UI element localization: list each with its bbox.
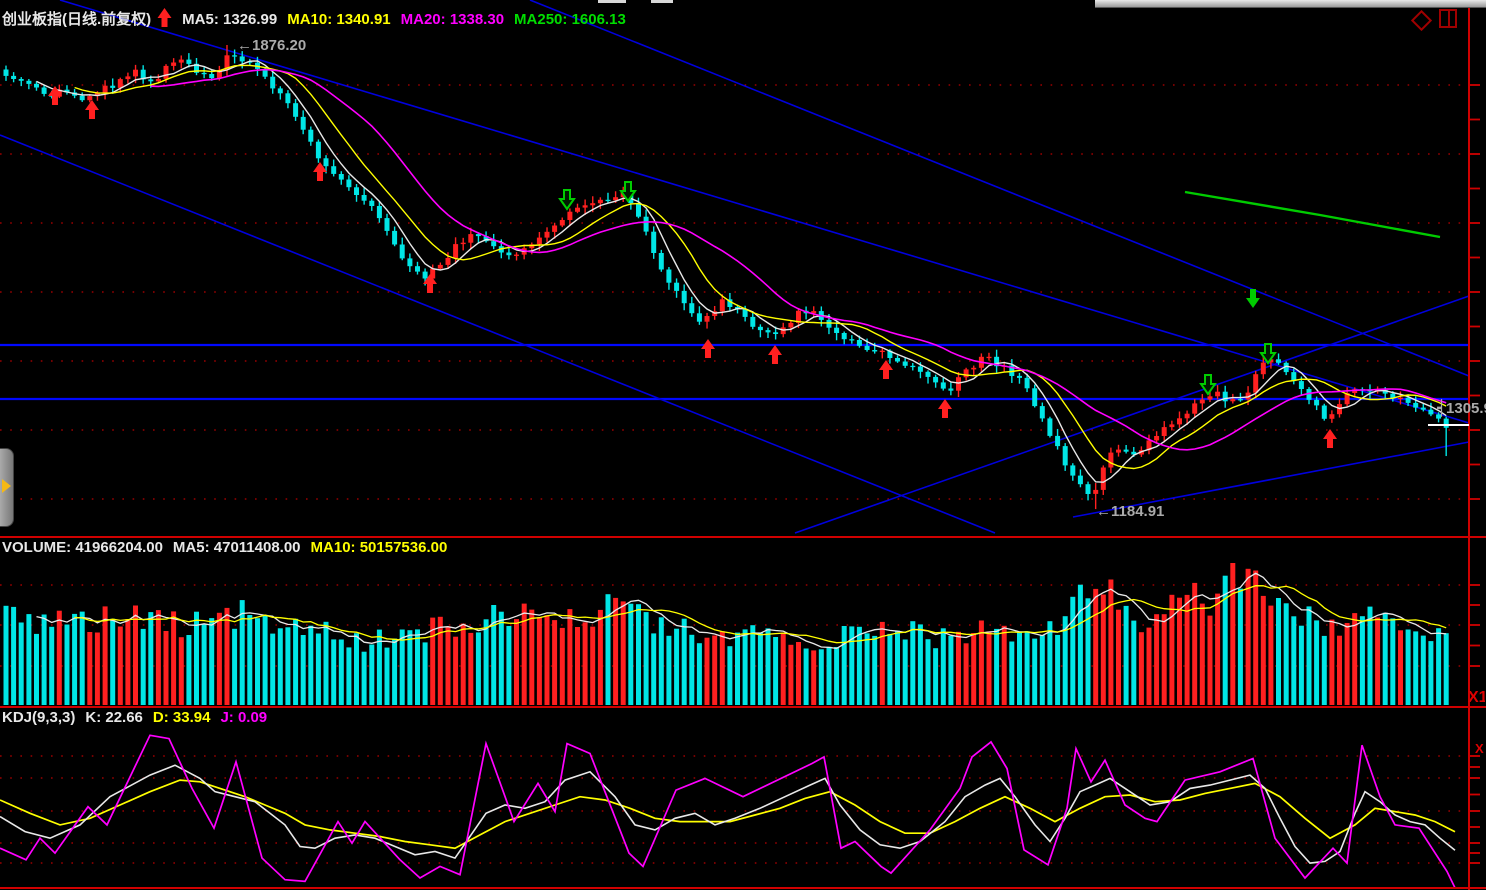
- window-top-strip: [1095, 0, 1486, 8]
- split-window-icon-bar: [1448, 11, 1453, 26]
- candles-layer: [3, 45, 1449, 510]
- window-tab-fragment: [651, 0, 673, 3]
- trendlines-layer[interactable]: [0, 0, 1470, 534]
- sidebar-expand-tab[interactable]: [0, 448, 14, 527]
- ma250-line: [1184, 190, 1441, 239]
- last-price-marker-line: [1428, 424, 1469, 426]
- volume-bars-layer: [3, 563, 1449, 705]
- signal-arrows-layer: [48, 86, 1337, 448]
- ma-lines-layer: [36, 60, 1447, 483]
- kdj-lines-layer: [0, 734, 1456, 889]
- kdj-corner-label: X: [1475, 741, 1484, 756]
- volume-corner-label: X1: [1468, 689, 1485, 706]
- gridlines-layer: [0, 84, 1469, 864]
- split-window-icon[interactable]: [1439, 9, 1457, 28]
- window-tab-fragment: [598, 0, 626, 3]
- volume-ma-lines: [36, 572, 1447, 650]
- expand-arrow-icon: [2, 479, 11, 493]
